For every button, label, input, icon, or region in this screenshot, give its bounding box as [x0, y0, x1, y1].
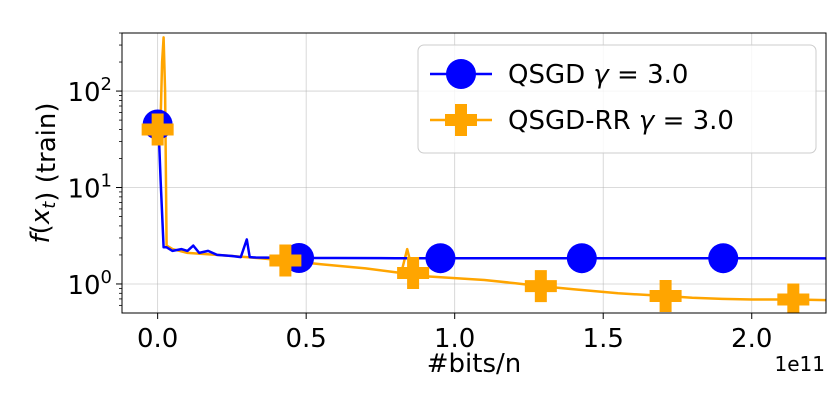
data-point — [524, 270, 557, 303]
x-axis: 0.0 0.5 1.0 1.5 2.0 — [137, 313, 772, 354]
x-tick-label: 1.0 — [434, 324, 475, 354]
legend: QSGD γ = 3.0 QSGD-RR γ = 3.0 — [417, 44, 817, 154]
y-tick-label: 102 — [67, 74, 112, 108]
data-point — [566, 243, 597, 274]
x-offset-label: 1e11 — [775, 352, 825, 376]
data-point — [141, 113, 174, 146]
series-line — [156, 124, 826, 260]
y-axis: 100 101 102 — [67, 32, 122, 306]
x-axis-label: #bits/n — [427, 349, 522, 379]
x-tick-label: 2.0 — [731, 324, 772, 354]
legend-marker — [445, 104, 477, 136]
legend-label: QSGD-RR γ = 3.0 — [508, 106, 734, 136]
series-layer — [141, 36, 826, 313]
data-point — [425, 243, 456, 274]
data-point — [708, 243, 739, 274]
x-tick-label: 0.0 — [137, 324, 178, 354]
legend-box — [417, 44, 817, 154]
x-tick-label: 1.5 — [583, 324, 624, 354]
data-point — [649, 280, 682, 313]
series-markers-qsgd-rr — [141, 113, 810, 313]
data-point — [397, 256, 430, 289]
y-axis-label: f(xt) (train) — [26, 103, 62, 244]
y-tick-label: 101 — [67, 171, 112, 205]
legend-label: QSGD γ = 3.0 — [508, 60, 688, 90]
x-tick-label: 0.5 — [285, 324, 326, 354]
y-tick-label: 100 — [67, 267, 112, 301]
data-point — [269, 244, 302, 277]
data-point — [777, 283, 810, 313]
legend-marker — [446, 59, 476, 89]
series-qsgd — [156, 124, 826, 260]
plot-frame — [121, 32, 827, 314]
